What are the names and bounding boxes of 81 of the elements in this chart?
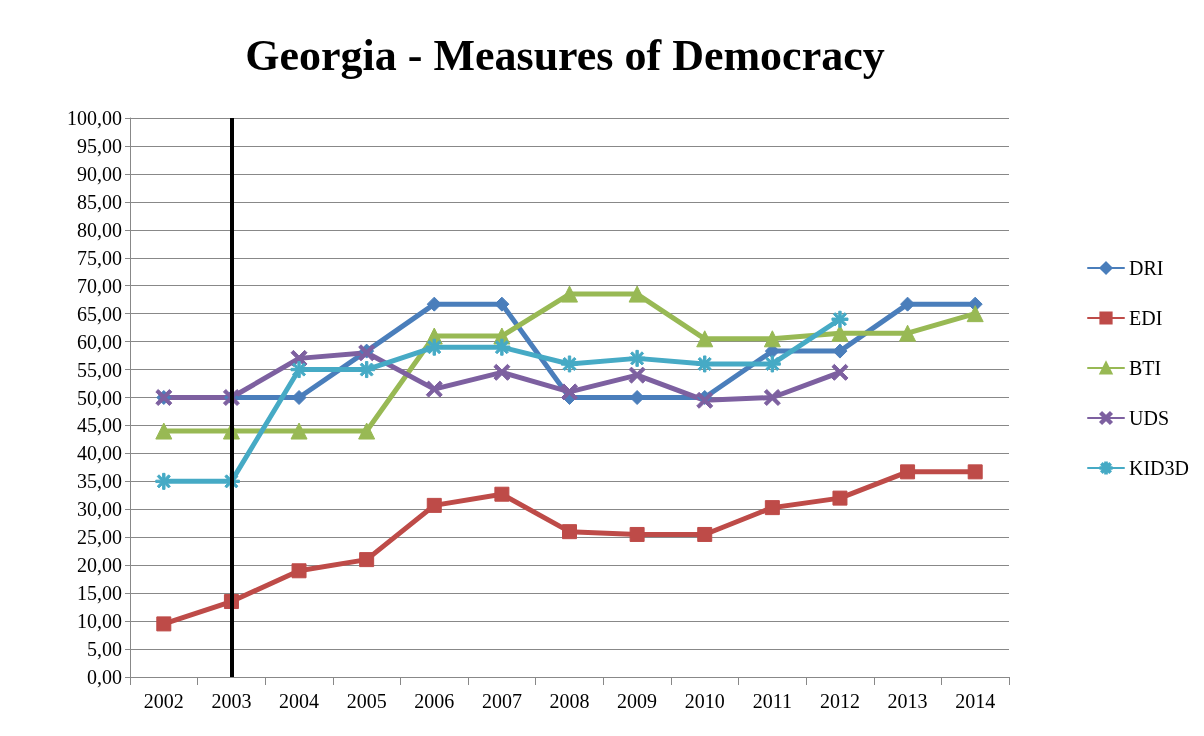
- point: [696, 330, 714, 348]
- x-tick-label: 2012: [819, 690, 860, 712]
- point: [764, 500, 780, 516]
- point: [493, 338, 511, 356]
- legend-label: EDI: [1129, 307, 1163, 329]
- chart-title: Georgia - Measures of Democracy: [245, 30, 885, 80]
- point: [561, 355, 578, 373]
- point: [899, 324, 917, 342]
- x-tick-label: 2008: [549, 690, 590, 712]
- y-tick-label: 70,00: [77, 274, 122, 297]
- x-tick-label: 2005: [346, 690, 387, 712]
- y-tick-label: 65,00: [77, 302, 122, 325]
- x-tick-label: 2006: [414, 690, 455, 712]
- y-tick-label: 85,00: [77, 190, 122, 213]
- y-tick-label: 40,00: [77, 442, 122, 465]
- x-tick-label: 2011: [752, 690, 792, 712]
- point: [359, 552, 375, 568]
- point: [628, 349, 646, 367]
- point: [966, 305, 984, 323]
- point: [358, 361, 376, 379]
- x-tick-label: 2014: [955, 690, 996, 712]
- point: [426, 497, 442, 513]
- x-tick-label: 2013: [887, 690, 928, 712]
- point: [561, 285, 578, 303]
- y-tick-label: 0,00: [87, 666, 122, 688]
- point: [358, 422, 376, 440]
- point: [629, 526, 645, 542]
- y-tick-label: 75,00: [77, 246, 122, 269]
- point: [425, 380, 443, 398]
- point: [290, 361, 308, 379]
- y-tick-label: 5,00: [87, 638, 122, 661]
- point: [628, 285, 646, 303]
- legend-label: KID3D: [1129, 457, 1190, 479]
- x-tick-label: 2010: [684, 690, 725, 712]
- point: [291, 563, 307, 579]
- legend-label: DRI: [1129, 257, 1164, 279]
- point: [900, 464, 916, 480]
- point: [696, 391, 714, 409]
- point: [832, 343, 848, 359]
- point: [831, 310, 849, 328]
- y-tick-label: 45,00: [77, 414, 122, 437]
- y-tick-label: 25,00: [77, 526, 122, 549]
- point: [967, 464, 983, 480]
- x-tick-label: 2004: [279, 690, 320, 712]
- point: [425, 338, 443, 356]
- point: [832, 490, 848, 506]
- point: [290, 422, 308, 440]
- point: [494, 486, 510, 502]
- legend-label: BTI: [1129, 357, 1162, 379]
- y-tick-label: 10,00: [77, 610, 122, 633]
- point: [155, 472, 173, 490]
- point: [697, 526, 713, 542]
- y-tick-label: 35,00: [77, 470, 122, 493]
- legend-label: UDS: [1129, 407, 1170, 429]
- point: [561, 383, 578, 401]
- y-tick-label: 60,00: [77, 330, 122, 353]
- point: [494, 296, 510, 312]
- point: [696, 355, 714, 373]
- y-tick-label: 20,00: [77, 554, 122, 577]
- point: [763, 330, 781, 348]
- x-tick-label: 2007: [481, 690, 522, 712]
- point: [628, 366, 646, 384]
- point: [426, 296, 442, 312]
- x-tick-label: 2009: [617, 690, 658, 712]
- point: [155, 422, 173, 440]
- y-tick-label: 50,00: [77, 386, 122, 409]
- y-tick-label: 55,00: [77, 358, 122, 381]
- y-tick-label: 90,00: [77, 162, 122, 185]
- y-tick-label: 100,00: [67, 107, 122, 129]
- y-tick-label: 95,00: [77, 134, 122, 157]
- point: [493, 363, 511, 381]
- y-tick-label: 15,00: [77, 582, 122, 605]
- y-tick-label: 30,00: [77, 498, 122, 521]
- point: [763, 355, 781, 373]
- x-tick-label: 2003: [211, 690, 252, 712]
- point: [831, 363, 849, 381]
- x-tick-label: 2002: [143, 690, 184, 712]
- point: [562, 524, 577, 540]
- y-tick-label: 80,00: [77, 218, 122, 241]
- point: [156, 616, 172, 632]
- point: [763, 389, 781, 406]
